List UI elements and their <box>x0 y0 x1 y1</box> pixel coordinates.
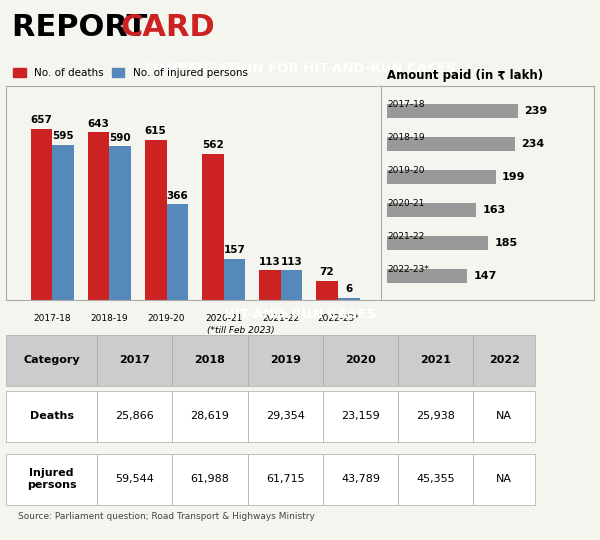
Bar <box>202 153 224 300</box>
Bar <box>316 281 338 300</box>
Text: 199: 199 <box>502 172 526 182</box>
Text: NA: NA <box>496 474 512 484</box>
Text: Deaths: Deaths <box>29 411 74 421</box>
Text: NA: NA <box>496 411 512 421</box>
Text: 234: 234 <box>521 139 544 149</box>
FancyBboxPatch shape <box>473 454 535 504</box>
Text: 2020-21: 2020-21 <box>205 314 242 323</box>
Text: 595: 595 <box>52 131 74 141</box>
Legend: No. of deaths, No. of injured persons: No. of deaths, No. of injured persons <box>9 64 252 83</box>
Text: 2018-19: 2018-19 <box>387 133 425 142</box>
Text: 2017-18: 2017-18 <box>34 314 71 323</box>
FancyBboxPatch shape <box>6 454 97 504</box>
Bar <box>387 137 515 151</box>
Bar <box>387 269 467 283</box>
Bar <box>224 259 245 300</box>
FancyBboxPatch shape <box>248 390 323 442</box>
Bar <box>387 203 476 217</box>
Text: Amount paid (in ₹ lakh): Amount paid (in ₹ lakh) <box>387 70 543 83</box>
FancyBboxPatch shape <box>6 390 97 442</box>
Text: 2018: 2018 <box>194 355 226 365</box>
Text: 61,715: 61,715 <box>266 474 305 484</box>
Text: 643: 643 <box>88 119 109 129</box>
Text: REPORT: REPORT <box>12 13 158 42</box>
Text: Category: Category <box>23 355 80 365</box>
FancyBboxPatch shape <box>97 454 172 504</box>
Text: 147: 147 <box>473 271 497 281</box>
FancyBboxPatch shape <box>473 390 535 442</box>
FancyBboxPatch shape <box>97 334 172 386</box>
Bar <box>259 271 281 300</box>
Text: 23,159: 23,159 <box>341 411 380 421</box>
Text: Injured
persons: Injured persons <box>27 468 76 490</box>
Text: COMPENSATION FOR HIT-AND-RUN CASES: COMPENSATION FOR HIT-AND-RUN CASES <box>145 62 455 75</box>
Text: 59,544: 59,544 <box>115 474 154 484</box>
Text: 25,938: 25,938 <box>416 411 455 421</box>
Bar <box>109 146 131 300</box>
Text: CARD: CARD <box>121 13 215 42</box>
Text: 2019-20: 2019-20 <box>387 166 425 176</box>
Bar <box>387 236 488 250</box>
Bar <box>387 104 518 118</box>
Text: 239: 239 <box>524 106 547 116</box>
Bar <box>31 129 52 300</box>
Text: 2020-21: 2020-21 <box>387 199 424 208</box>
Bar <box>88 132 109 300</box>
Text: (*till Feb 2023): (*till Feb 2023) <box>207 326 275 335</box>
FancyBboxPatch shape <box>248 454 323 504</box>
Text: 2021-22: 2021-22 <box>387 232 424 241</box>
Text: 113: 113 <box>281 256 302 267</box>
Text: 2018-19: 2018-19 <box>91 314 128 323</box>
FancyBboxPatch shape <box>6 334 97 386</box>
Bar <box>167 205 188 300</box>
Bar <box>338 298 359 300</box>
Text: 113: 113 <box>259 256 281 267</box>
Text: 61,988: 61,988 <box>191 474 229 484</box>
Text: 2019: 2019 <box>270 355 301 365</box>
Text: 29,354: 29,354 <box>266 411 305 421</box>
Bar <box>145 140 167 300</box>
FancyBboxPatch shape <box>172 334 248 386</box>
Text: 366: 366 <box>166 191 188 201</box>
Text: 657: 657 <box>31 115 52 125</box>
Text: 562: 562 <box>202 140 224 150</box>
Text: 2020: 2020 <box>345 355 376 365</box>
Text: 615: 615 <box>145 126 167 136</box>
FancyBboxPatch shape <box>323 334 398 386</box>
Text: 43,789: 43,789 <box>341 474 380 484</box>
Text: Source: Parliament question; Road Transport & Highways Ministry: Source: Parliament question; Road Transp… <box>18 512 314 521</box>
Text: 185: 185 <box>494 238 518 248</box>
FancyBboxPatch shape <box>323 454 398 504</box>
FancyBboxPatch shape <box>398 334 473 386</box>
Bar <box>387 170 496 184</box>
Text: 2017-18: 2017-18 <box>387 100 425 109</box>
Text: 2019-20: 2019-20 <box>148 314 185 323</box>
Bar <box>281 271 302 300</box>
FancyBboxPatch shape <box>398 454 473 504</box>
Text: 25,866: 25,866 <box>115 411 154 421</box>
Text: 2021: 2021 <box>421 355 451 365</box>
Text: 2022-23*: 2022-23* <box>387 265 429 274</box>
Text: 163: 163 <box>482 205 506 215</box>
Text: 72: 72 <box>320 267 334 278</box>
Text: 45,355: 45,355 <box>416 474 455 484</box>
Text: 2017: 2017 <box>119 355 150 365</box>
Text: 6: 6 <box>345 285 352 294</box>
FancyBboxPatch shape <box>97 390 172 442</box>
FancyBboxPatch shape <box>398 390 473 442</box>
Text: 590: 590 <box>109 133 131 143</box>
Text: 2021-22: 2021-22 <box>262 314 299 323</box>
FancyBboxPatch shape <box>172 454 248 504</box>
Bar <box>52 145 74 300</box>
Text: 2022-23*: 2022-23* <box>317 314 359 323</box>
Text: 157: 157 <box>224 245 245 255</box>
FancyBboxPatch shape <box>473 334 535 386</box>
FancyBboxPatch shape <box>323 390 398 442</box>
FancyBboxPatch shape <box>248 334 323 386</box>
Text: 2022: 2022 <box>489 355 520 365</box>
Text: HIT-AND-RUN CASES: HIT-AND-RUN CASES <box>224 308 376 321</box>
Text: 28,619: 28,619 <box>191 411 229 421</box>
FancyBboxPatch shape <box>172 390 248 442</box>
